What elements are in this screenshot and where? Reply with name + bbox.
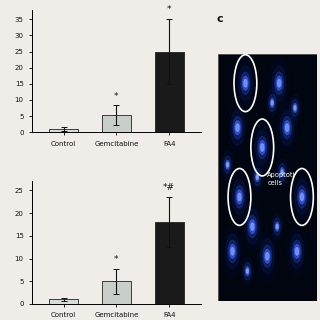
Circle shape (224, 156, 231, 173)
Circle shape (267, 89, 278, 116)
Circle shape (271, 101, 273, 105)
Circle shape (251, 223, 254, 230)
Circle shape (242, 258, 253, 285)
Circle shape (230, 244, 235, 258)
Circle shape (236, 124, 239, 132)
Circle shape (258, 136, 267, 159)
Circle shape (238, 66, 252, 100)
Text: Apoptoti
cells: Apoptoti cells (267, 172, 296, 186)
Circle shape (233, 116, 242, 139)
Circle shape (276, 76, 282, 90)
Circle shape (284, 121, 290, 135)
Circle shape (293, 103, 297, 112)
Bar (102, 115, 131, 132)
Circle shape (272, 66, 286, 100)
Circle shape (255, 130, 269, 165)
Circle shape (238, 193, 241, 201)
Circle shape (272, 213, 283, 240)
Circle shape (233, 180, 246, 214)
Circle shape (299, 190, 305, 204)
Text: *: * (167, 5, 172, 14)
Circle shape (280, 168, 284, 177)
Bar (49, 129, 78, 132)
Circle shape (266, 252, 269, 260)
Circle shape (275, 72, 284, 94)
Circle shape (300, 193, 303, 201)
Circle shape (295, 248, 299, 255)
Circle shape (260, 140, 265, 155)
Circle shape (260, 239, 274, 274)
Text: *: * (114, 92, 119, 101)
Circle shape (256, 175, 258, 180)
Circle shape (290, 234, 304, 269)
Bar (102, 281, 131, 304)
Circle shape (226, 234, 239, 269)
Circle shape (241, 72, 250, 94)
Circle shape (276, 224, 278, 229)
Circle shape (245, 209, 259, 244)
Circle shape (244, 262, 251, 280)
Circle shape (292, 99, 299, 116)
Circle shape (281, 170, 283, 174)
Circle shape (244, 79, 247, 87)
Circle shape (228, 240, 237, 262)
Circle shape (235, 121, 240, 135)
Circle shape (248, 215, 257, 238)
Circle shape (263, 245, 272, 268)
Circle shape (275, 222, 279, 231)
Circle shape (254, 169, 261, 186)
Bar (155, 52, 184, 132)
Circle shape (222, 151, 233, 178)
Circle shape (243, 76, 248, 90)
Circle shape (230, 110, 244, 145)
Circle shape (279, 164, 285, 181)
Bar (49, 300, 78, 304)
Circle shape (269, 94, 276, 112)
Circle shape (226, 160, 229, 169)
Circle shape (294, 106, 296, 110)
Circle shape (264, 249, 270, 263)
Circle shape (270, 99, 274, 108)
Circle shape (246, 269, 248, 273)
Circle shape (298, 186, 306, 208)
Circle shape (235, 186, 244, 208)
Circle shape (283, 116, 292, 139)
Circle shape (285, 124, 289, 132)
Circle shape (250, 220, 255, 234)
Circle shape (290, 94, 300, 122)
Circle shape (237, 190, 242, 204)
Circle shape (227, 163, 228, 167)
Circle shape (252, 164, 263, 191)
Circle shape (256, 173, 259, 182)
Circle shape (246, 267, 249, 276)
Circle shape (277, 159, 288, 186)
Circle shape (295, 180, 309, 214)
Text: c: c (217, 14, 223, 24)
Circle shape (292, 240, 301, 262)
Text: *#: *# (163, 183, 175, 192)
Bar (155, 222, 184, 304)
Circle shape (261, 144, 264, 151)
Circle shape (280, 110, 294, 145)
Circle shape (294, 244, 300, 258)
Text: *: * (114, 255, 119, 264)
Circle shape (278, 79, 281, 87)
Circle shape (274, 218, 281, 235)
Circle shape (231, 248, 234, 255)
